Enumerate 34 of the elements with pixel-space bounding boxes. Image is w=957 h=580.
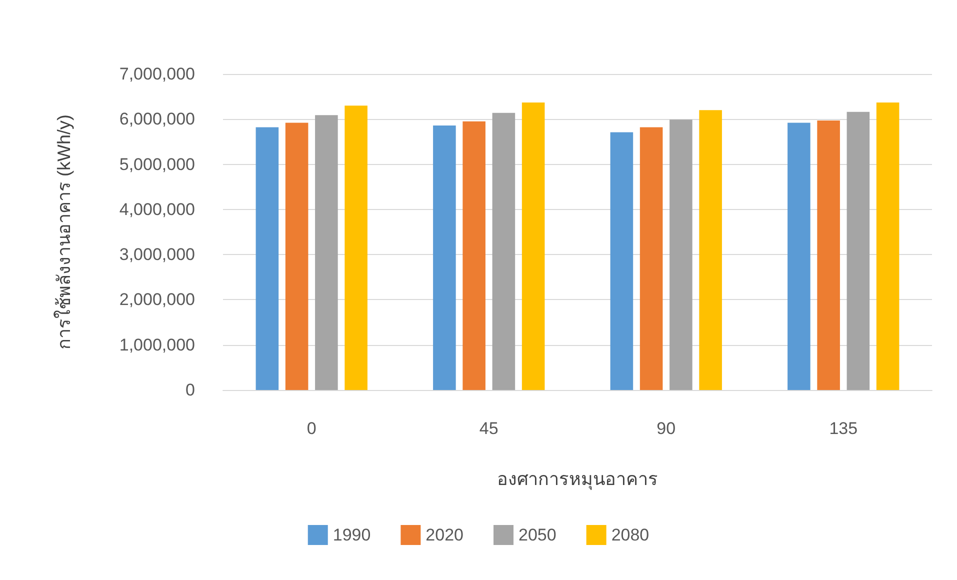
x-axis-title: องศาการหมุนอาคาร bbox=[497, 469, 658, 490]
bar bbox=[670, 120, 692, 390]
bar bbox=[522, 102, 545, 390]
bar bbox=[699, 110, 722, 390]
bar bbox=[817, 120, 840, 390]
y-tick-label: 0 bbox=[186, 380, 195, 400]
bar bbox=[876, 102, 900, 390]
y-tick-label: 5,000,000 bbox=[119, 154, 195, 174]
bar bbox=[285, 122, 308, 390]
bar bbox=[788, 122, 810, 390]
y-axis-title: การใช้พลังงานอาคาร (kWh/y) bbox=[53, 114, 74, 350]
bar bbox=[610, 132, 634, 390]
bar bbox=[256, 127, 279, 390]
x-tick-label: 45 bbox=[479, 419, 498, 438]
bar bbox=[492, 112, 516, 390]
y-tick-label: 2,000,000 bbox=[119, 290, 195, 310]
legend-label: 2020 bbox=[426, 526, 464, 544]
legend-label: 1990 bbox=[332, 526, 371, 544]
x-tick-label: 90 bbox=[656, 419, 676, 438]
y-tick-label: 6,000,000 bbox=[119, 110, 195, 129]
y-tick-label: 4,000,000 bbox=[119, 200, 195, 219]
bar bbox=[846, 112, 870, 390]
legend-label: 2050 bbox=[518, 526, 556, 544]
y-tick-label: 3,000,000 bbox=[119, 245, 195, 264]
legend-label: 2080 bbox=[611, 526, 650, 544]
y-tick-label: 7,000,000 bbox=[119, 64, 195, 84]
bar bbox=[344, 106, 368, 390]
x-tick-label: 135 bbox=[829, 419, 858, 438]
y-tick-label: 1,000,000 bbox=[119, 335, 195, 354]
bar bbox=[433, 125, 456, 390]
x-tick-label: 0 bbox=[306, 419, 316, 438]
bar bbox=[462, 121, 486, 390]
bar bbox=[640, 127, 663, 390]
bar bbox=[315, 115, 338, 390]
